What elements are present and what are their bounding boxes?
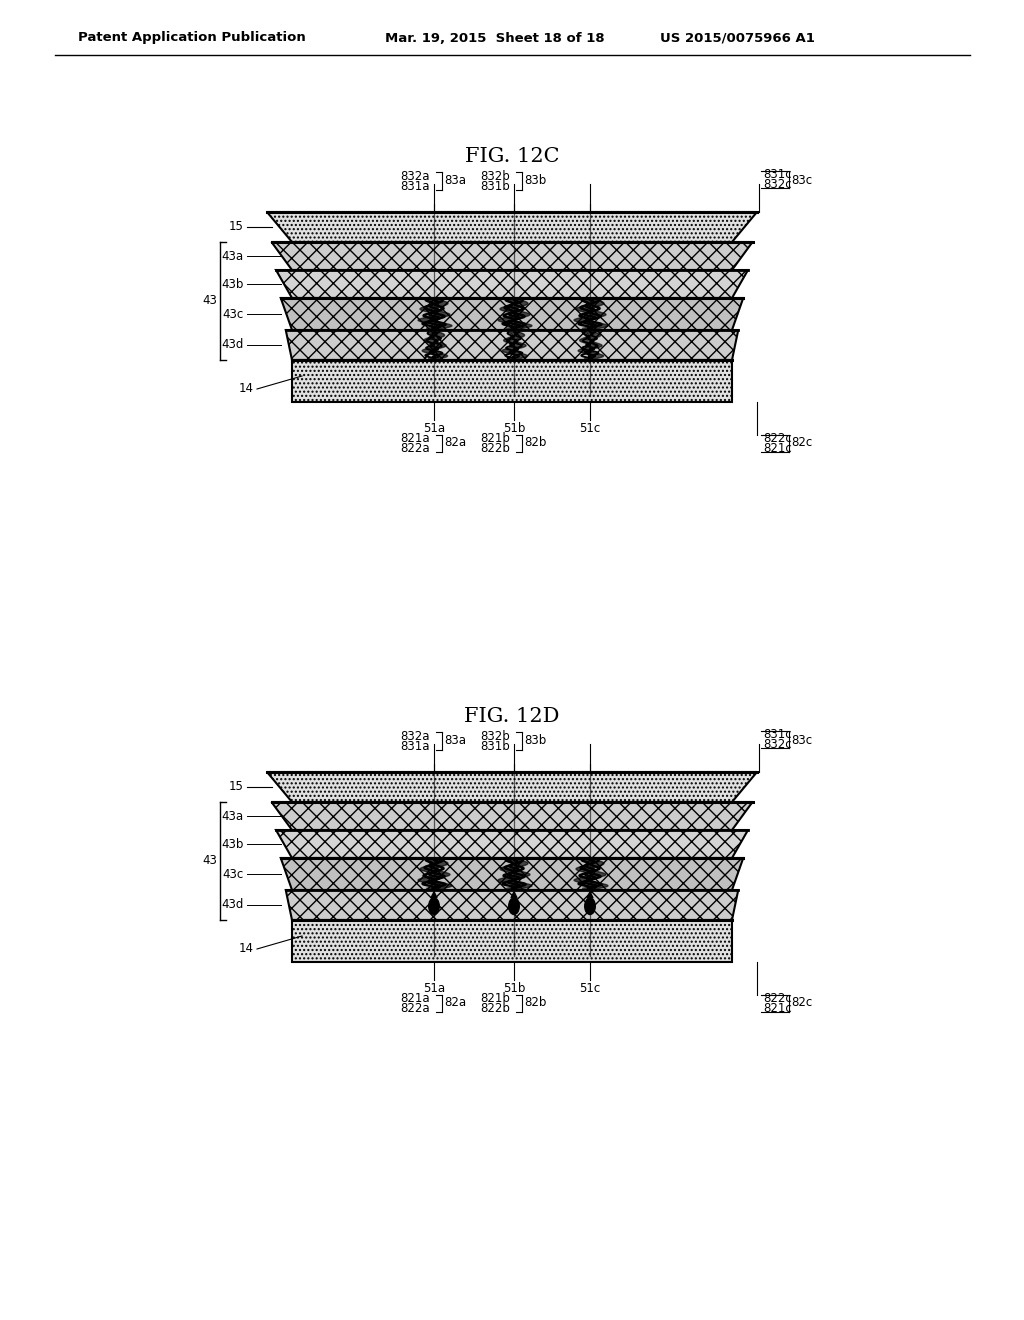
Ellipse shape — [428, 898, 440, 915]
Text: 43a: 43a — [222, 249, 244, 263]
Text: 82b: 82b — [524, 997, 547, 1010]
Polygon shape — [267, 772, 757, 803]
Text: 822b: 822b — [480, 442, 510, 455]
Text: 83b: 83b — [524, 734, 546, 747]
Text: 14: 14 — [239, 942, 254, 956]
Text: 832c: 832c — [763, 738, 792, 751]
Polygon shape — [276, 271, 748, 298]
Polygon shape — [587, 892, 593, 898]
Text: 832c: 832c — [763, 178, 792, 191]
Text: 43d: 43d — [221, 899, 244, 912]
Polygon shape — [271, 242, 753, 271]
Text: 822c: 822c — [763, 432, 792, 445]
Text: 43a: 43a — [222, 809, 244, 822]
Polygon shape — [276, 830, 748, 858]
Text: 51a: 51a — [423, 422, 445, 436]
Polygon shape — [511, 892, 517, 898]
Text: 822a: 822a — [400, 1002, 430, 1015]
Text: 43c: 43c — [223, 867, 244, 880]
Text: 821a: 821a — [400, 991, 430, 1005]
Text: 51c: 51c — [580, 422, 601, 436]
Text: Patent Application Publication: Patent Application Publication — [78, 32, 306, 45]
Text: FIG. 12C: FIG. 12C — [465, 148, 559, 166]
Polygon shape — [271, 803, 753, 830]
Text: 43: 43 — [202, 294, 217, 308]
Text: 83a: 83a — [444, 734, 466, 747]
Text: 83c: 83c — [791, 173, 812, 186]
Polygon shape — [431, 892, 437, 898]
Text: 831c: 831c — [763, 168, 792, 181]
Text: 832a: 832a — [400, 730, 430, 742]
Text: 821b: 821b — [480, 432, 510, 445]
Text: 83a: 83a — [444, 174, 466, 187]
Text: Mar. 19, 2015  Sheet 18 of 18: Mar. 19, 2015 Sheet 18 of 18 — [385, 32, 604, 45]
Polygon shape — [267, 213, 757, 242]
Text: 51b: 51b — [503, 422, 525, 436]
Text: 15: 15 — [229, 780, 244, 793]
Text: 821c: 821c — [763, 442, 792, 455]
Text: 14: 14 — [239, 383, 254, 396]
Text: 82b: 82b — [524, 437, 547, 450]
Text: 82c: 82c — [791, 437, 812, 450]
Text: 822a: 822a — [400, 442, 430, 455]
Text: 43c: 43c — [223, 308, 244, 321]
Polygon shape — [286, 330, 738, 360]
Text: 15: 15 — [229, 220, 244, 234]
Text: 43b: 43b — [221, 837, 244, 850]
Ellipse shape — [584, 898, 596, 915]
Polygon shape — [292, 920, 732, 962]
Text: US 2015/0075966 A1: US 2015/0075966 A1 — [660, 32, 815, 45]
Text: 51a: 51a — [423, 982, 445, 995]
Text: 831c: 831c — [763, 727, 792, 741]
Text: 822c: 822c — [763, 991, 792, 1005]
Polygon shape — [281, 298, 743, 330]
Text: 831b: 831b — [480, 180, 510, 193]
Text: 82a: 82a — [444, 437, 466, 450]
Text: 43: 43 — [202, 854, 217, 867]
Text: 832b: 832b — [480, 169, 510, 182]
Text: 832b: 832b — [480, 730, 510, 742]
Polygon shape — [281, 858, 743, 890]
Text: 821b: 821b — [480, 991, 510, 1005]
Text: 43b: 43b — [221, 277, 244, 290]
Text: 83c: 83c — [791, 734, 812, 747]
Text: 51b: 51b — [503, 982, 525, 995]
Polygon shape — [292, 360, 732, 403]
Text: FIG. 12D: FIG. 12D — [464, 708, 560, 726]
Text: 822b: 822b — [480, 1002, 510, 1015]
Text: 83b: 83b — [524, 174, 546, 187]
Text: 832a: 832a — [400, 169, 430, 182]
Text: 831a: 831a — [400, 739, 430, 752]
Text: 82c: 82c — [791, 997, 812, 1010]
Polygon shape — [286, 890, 738, 920]
Text: 821c: 821c — [763, 1002, 792, 1015]
Text: 43d: 43d — [221, 338, 244, 351]
Text: 51c: 51c — [580, 982, 601, 995]
Text: 821a: 821a — [400, 432, 430, 445]
Text: 831b: 831b — [480, 739, 510, 752]
Text: 82a: 82a — [444, 997, 466, 1010]
Ellipse shape — [508, 898, 520, 915]
Text: 831a: 831a — [400, 180, 430, 193]
